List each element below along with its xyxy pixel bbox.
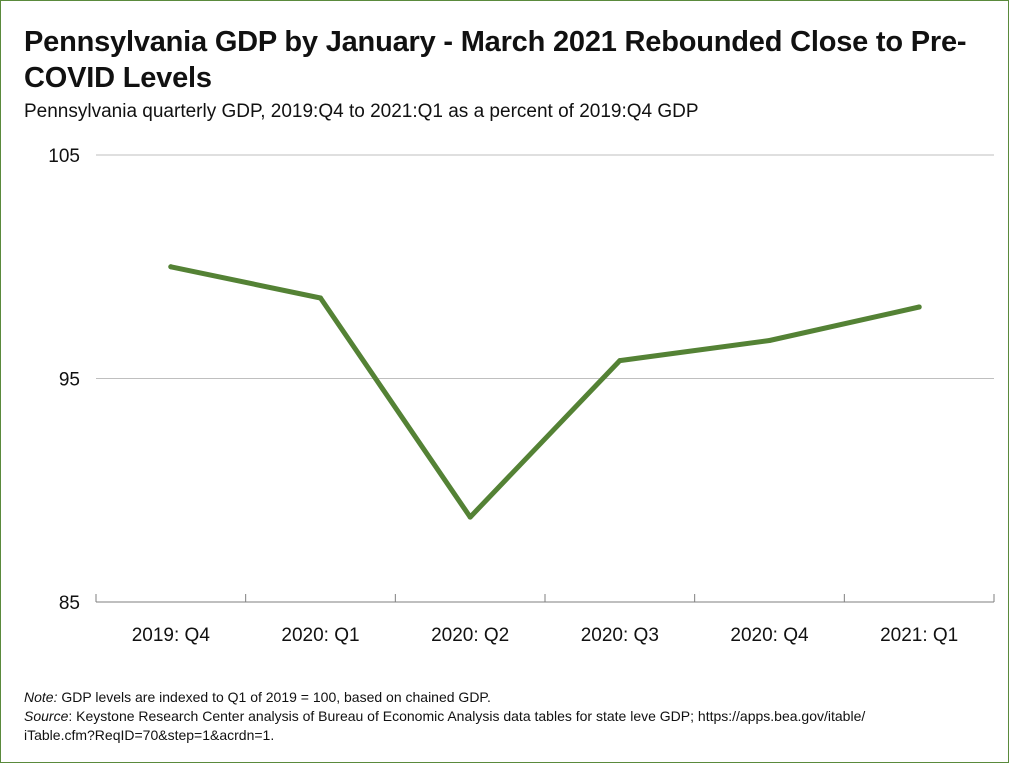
note-label: Note: [24,689,58,705]
source-line-2: iTable.cfm?ReqID=70&step=1&acrdn=1. [24,726,1009,745]
source-label: Source [24,708,69,724]
source-text-2: iTable.cfm?ReqID=70&step=1&acrdn=1. [24,727,275,743]
y-tick-label-85: 85 [59,593,80,614]
y-tick-label-95: 95 [59,370,80,391]
data-point [318,295,323,301]
chart-title: Pennsylvania GDP by January - March 2021… [24,26,967,94]
data-point [467,514,473,520]
x-tick-label: 2020: Q1 [281,625,359,646]
y-tick-label-105: 105 [48,146,80,167]
data-point [617,358,623,364]
gridlines [96,154,994,379]
source-text: : Keystone Research Center analysis of B… [68,708,866,724]
chart-subtitle: Pennsylvania quarterly GDP, 2019:Q4 to 2… [24,101,699,122]
data-point [168,264,174,270]
x-tick-label: 2020: Q3 [581,625,659,646]
x-tick-label: 2020: Q2 [431,625,509,646]
x-tick-label: 2019: Q4 [132,625,211,646]
series-line-gdp [168,264,922,520]
x-tick-label: 2020: Q4 [730,625,809,646]
x-axis-tick-labels: 2019: Q4 2020: Q1 2020: Q2 2020: Q3 2020: Q4… [132,625,959,646]
data-point [767,338,772,344]
x-axis [95,594,995,603]
source-line: Source: Keystone Research Center analysi… [24,707,1009,726]
y-axis-tick-labels: 85 95 105 [48,146,80,614]
x-tick-label: 2021: Q1 [880,625,958,646]
series-lines [168,264,922,520]
note-line: Note: GDP levels are indexed to Q1 of 20… [24,688,1009,707]
data-point [916,304,922,310]
chart-notes: Note: GDP levels are indexed to Q1 of 20… [24,688,1009,745]
note-text: GDP levels are indexed to Q1 of 2019 = 1… [57,689,491,705]
